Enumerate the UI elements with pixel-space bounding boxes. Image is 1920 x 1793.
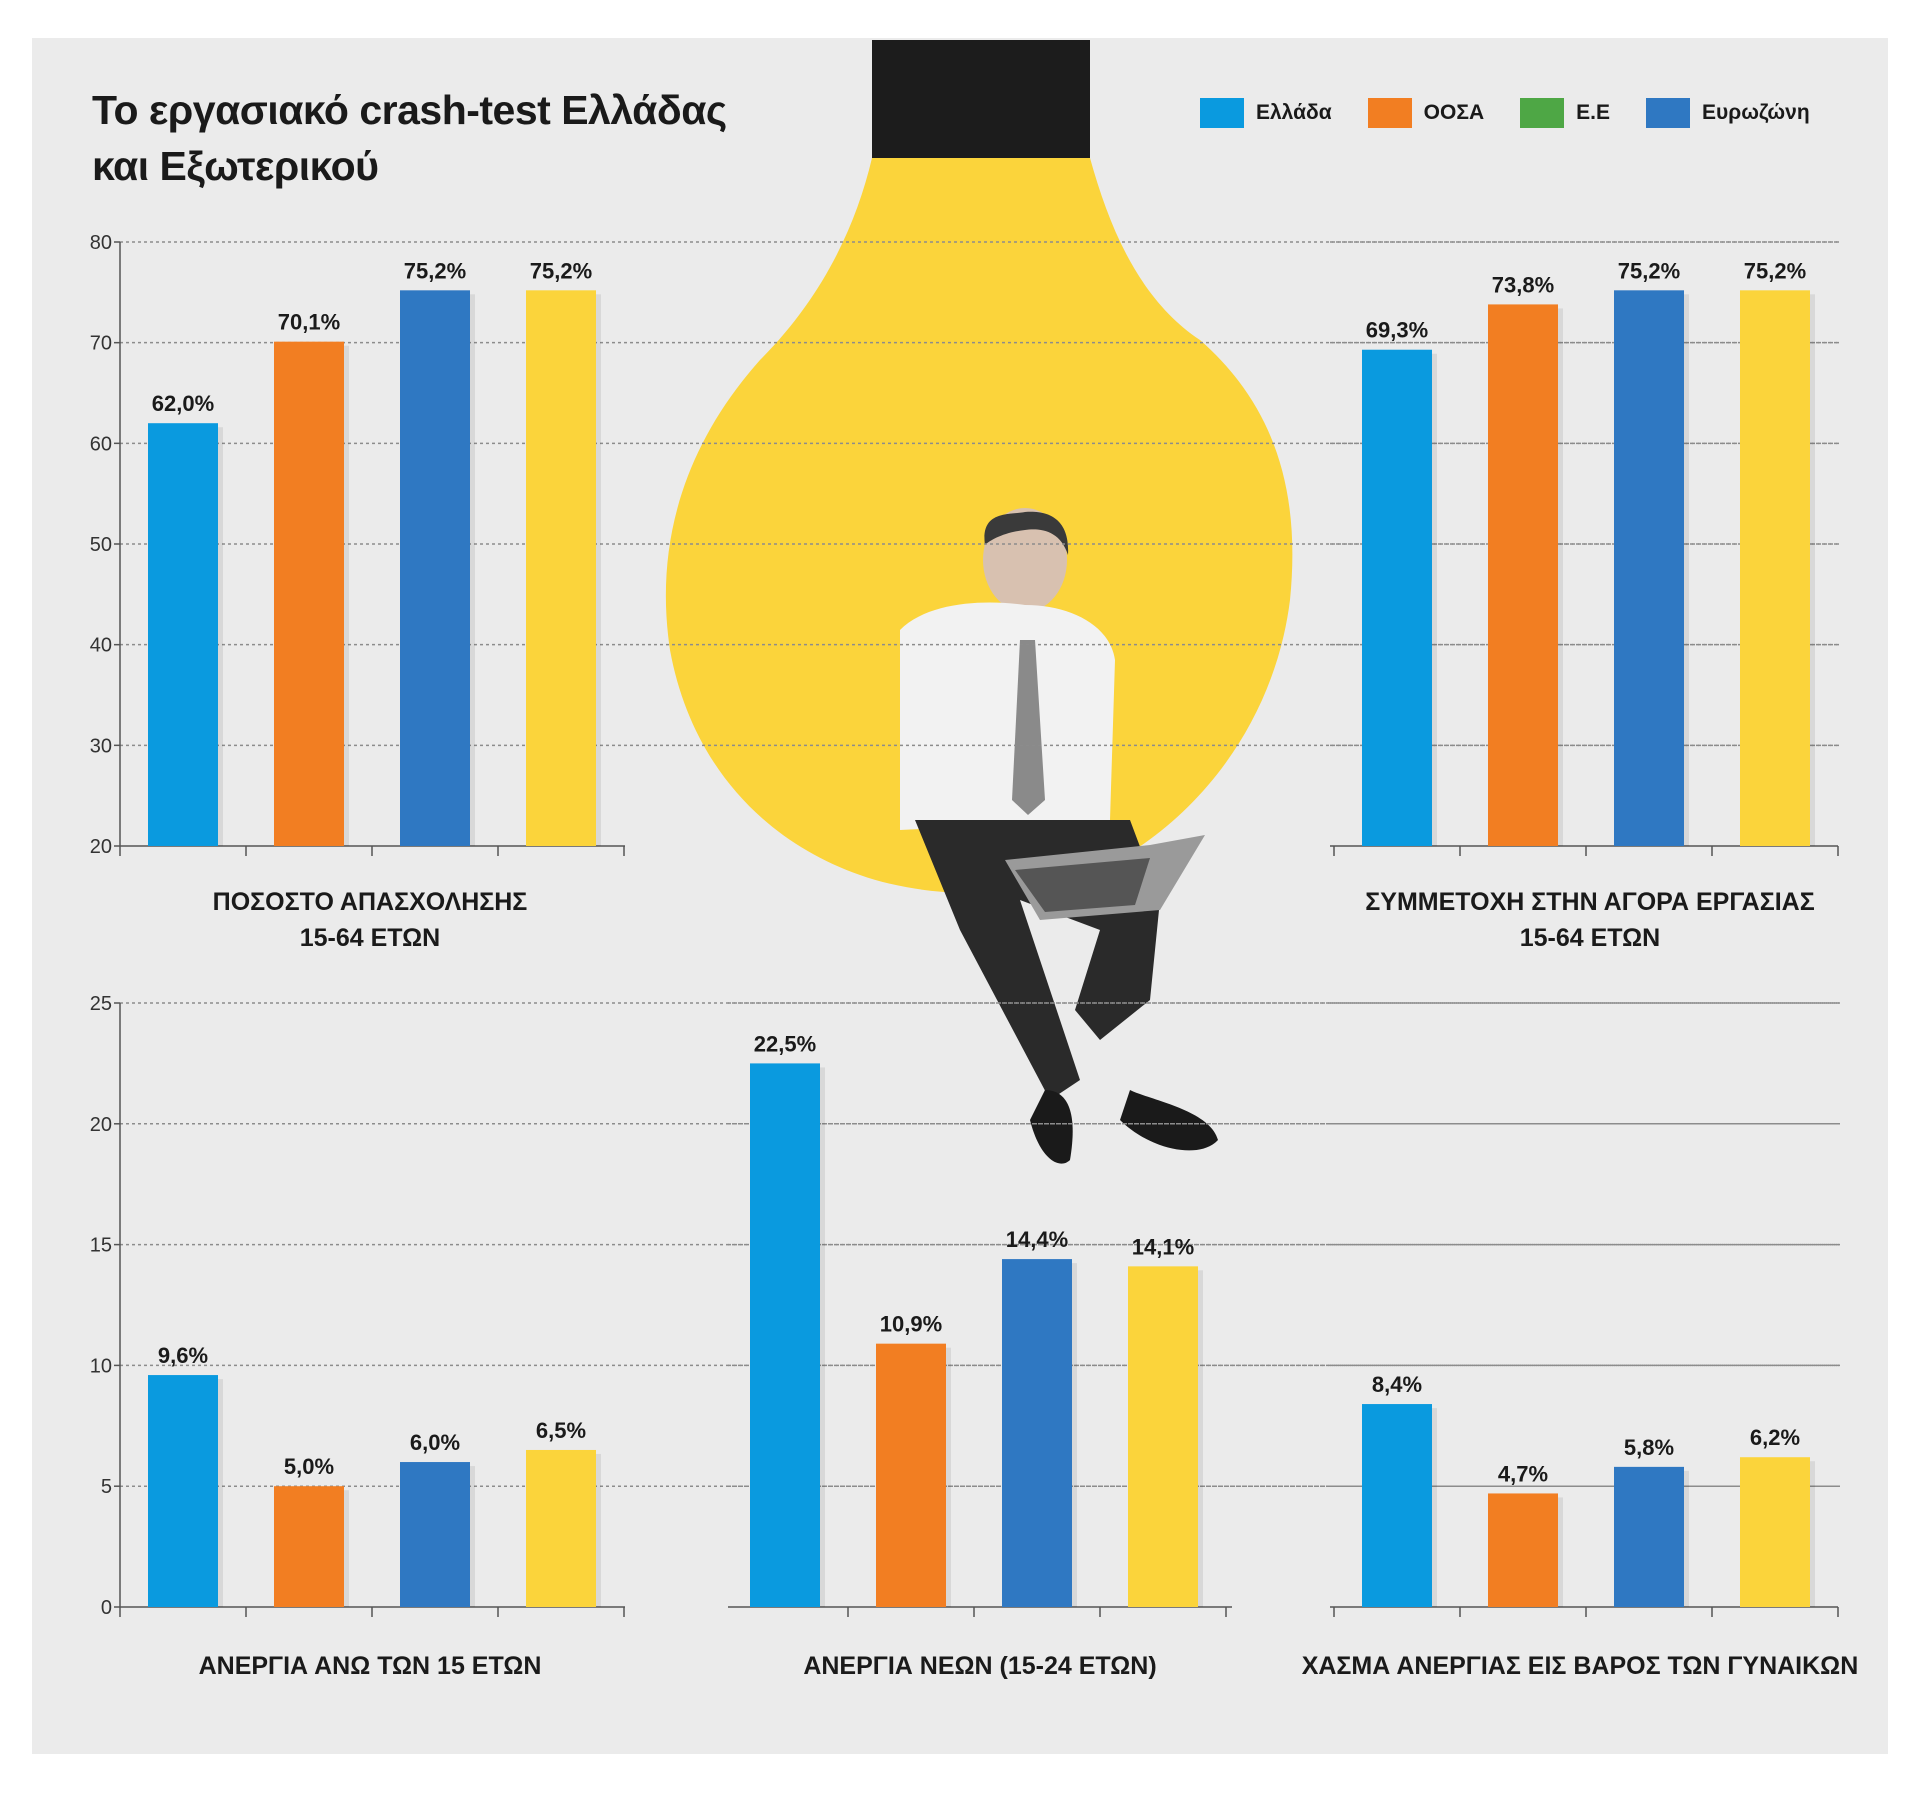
bar — [876, 1343, 946, 1607]
y-tick-label: 10 — [90, 1355, 112, 1377]
bulb-shape — [665, 158, 1293, 894]
legend-swatch — [1367, 98, 1412, 128]
chart-caption-employment: ΠΟΣΟΣΤΟ ΑΠΑΣΧΟΛΗΣΗΣ 15-64 ΕΤΩΝ — [120, 884, 620, 956]
legend-label: ΟΟΣΑ — [1423, 101, 1485, 124]
bar-value-label: 9,6% — [158, 1343, 208, 1368]
legend-item-eu: Ε.Ε — [1520, 98, 1610, 128]
y-tick-label: 20 — [90, 836, 112, 858]
bar-value-label: 5,0% — [284, 1454, 334, 1479]
bar — [750, 1063, 820, 1607]
bar — [400, 290, 470, 846]
y-tick-label: 40 — [90, 635, 112, 657]
caption-line: 15-64 ΕΤΩΝ — [1519, 924, 1661, 952]
bar-value-label: 6,0% — [410, 1430, 460, 1455]
y-tick-label: 15 — [90, 1235, 112, 1257]
bar-value-label: 4,7% — [1498, 1461, 1548, 1486]
y-tick-label: 5 — [101, 1476, 112, 1498]
y-tick-label: 80 — [90, 232, 112, 254]
y-tick-label: 70 — [90, 333, 112, 355]
legend-swatch — [1200, 98, 1244, 128]
chart-caption-youth-unemployment: ΑΝΕΡΓΙΑ ΝΕΩΝ (15-24 ΕΤΩΝ) — [720, 1648, 1240, 1684]
bar — [274, 341, 344, 846]
legend-label: Ευρωζώνη — [1701, 101, 1810, 124]
bar — [1740, 1457, 1810, 1607]
bar — [1614, 1466, 1684, 1607]
legend: Ελλάδα ΟΟΣΑ Ε.Ε Ευρωζώνη — [1200, 98, 1846, 128]
title-line-1: Το εργασιακό crash-test Ελλάδας — [92, 87, 727, 133]
bar-value-label: 62,0% — [152, 391, 214, 416]
legend-swatch — [1645, 98, 1690, 128]
bar — [1488, 1493, 1558, 1607]
y-tick-label: 20 — [90, 1114, 112, 1136]
legend-item-eurozone: Ευρωζώνη — [1645, 98, 1810, 128]
bar-value-label: 5,8% — [1624, 1435, 1674, 1460]
bar-value-label: 10,9% — [880, 1312, 942, 1337]
bar — [1362, 349, 1432, 846]
y-tick-label: 30 — [90, 735, 112, 757]
bar-value-label: 75,2% — [404, 258, 466, 283]
y-tick-label: 50 — [90, 534, 112, 556]
page-title: Το εργασιακό crash-test Ελλάδας και Εξωτ… — [92, 82, 727, 194]
bar-chart-2: 0 5 10 15 20 25 9,6% 5,0% 6,0% 6,5% — [90, 993, 1840, 1619]
caption-line: ΣΥΜΜΕΤΟΧΗ ΣΤΗΝ ΑΓΟΡΑ ΕΡΓΑΣΙΑΣ — [1365, 888, 1815, 916]
bar-value-label: 22,5% — [754, 1031, 816, 1056]
man-figure — [900, 508, 1218, 1164]
bar-value-label: 75,2% — [530, 258, 592, 283]
bar-chart-0: 20 30 40 50 60 70 80 62,0% 70,1% 75,2% 75,2% — [90, 232, 1840, 858]
legend-item-oecd: ΟΟΣΑ — [1367, 98, 1485, 128]
bar — [1488, 304, 1558, 846]
y-tick-label: 60 — [90, 433, 112, 455]
y-tick-label: 0 — [101, 1597, 112, 1619]
caption-line: ΑΝΕΡΓΙΑ ΑΝΩ ΤΩΝ 15 ΕΤΩΝ — [198, 1652, 542, 1680]
bar-value-label: 75,2% — [1618, 258, 1680, 283]
bar — [1128, 1266, 1198, 1607]
bar — [274, 1486, 344, 1607]
bar-chart-4: 8,4% 4,7% 5,8% 6,2% — [1330, 1002, 1840, 1617]
bulb-socket — [872, 40, 1090, 160]
bar-value-label: 75,2% — [1744, 258, 1806, 283]
bar — [1002, 1259, 1072, 1607]
bar-value-label: 69,3% — [1366, 318, 1428, 343]
legend-label: Ε.Ε — [1576, 101, 1610, 124]
bar-value-label: 14,4% — [1006, 1227, 1068, 1252]
bar — [1614, 290, 1684, 846]
legend-label: Ελλάδα — [1256, 101, 1332, 124]
bar — [148, 1375, 218, 1607]
caption-line: ΑΝΕΡΓΙΑ ΝΕΩΝ (15-24 ΕΤΩΝ) — [803, 1652, 1157, 1680]
bar-value-label: 6,5% — [536, 1418, 586, 1443]
caption-line: ΠΟΣΟΣΤΟ ΑΠΑΣΧΟΛΗΣΗΣ — [212, 888, 528, 916]
bar-chart-1: 69,3% 73,8% 75,2% 75,2% — [1330, 241, 1839, 856]
bar-value-label: 73,8% — [1492, 272, 1554, 297]
bar-value-label: 14,1% — [1132, 1234, 1194, 1259]
legend-swatch — [1520, 98, 1565, 128]
title-line-2: και Εξωτερικού — [92, 143, 379, 189]
bar-value-label: 70,1% — [278, 310, 340, 335]
bar — [1740, 290, 1810, 846]
bar — [1362, 1404, 1432, 1607]
caption-line: 15-64 ΕΤΩΝ — [299, 924, 441, 952]
bar — [526, 290, 596, 846]
bar — [526, 1449, 596, 1607]
bar-value-label: 8,4% — [1372, 1372, 1422, 1397]
caption-line: ΧΑΣΜΑ ΑΝΕΡΓΙΑΣ ΕΙΣ ΒΑΡΟΣ ΤΩΝ ΓΥΝΑΙΚΩΝ — [1301, 1652, 1859, 1680]
legend-item-greece: Ελλάδα — [1200, 98, 1332, 128]
y-tick-label: 25 — [90, 993, 112, 1015]
bar — [148, 423, 218, 846]
bar-value-label: 6,2% — [1750, 1425, 1800, 1450]
chart-caption-participation: ΣΥΜΜΕΤΟΧΗ ΣΤΗΝ ΑΓΟΡΑ ΕΡΓΑΣΙΑΣ 15-64 ΕΤΩΝ — [1320, 884, 1860, 956]
chart-caption-unemployment: ΑΝΕΡΓΙΑ ΑΝΩ ΤΩΝ 15 ΕΤΩΝ — [120, 1648, 620, 1684]
chart-caption-gender-gap: ΧΑΣΜΑ ΑΝΕΡΓΙΑΣ ΕΙΣ ΒΑΡΟΣ ΤΩΝ ΓΥΝΑΙΚΩΝ — [1270, 1648, 1890, 1684]
bar — [400, 1462, 470, 1607]
